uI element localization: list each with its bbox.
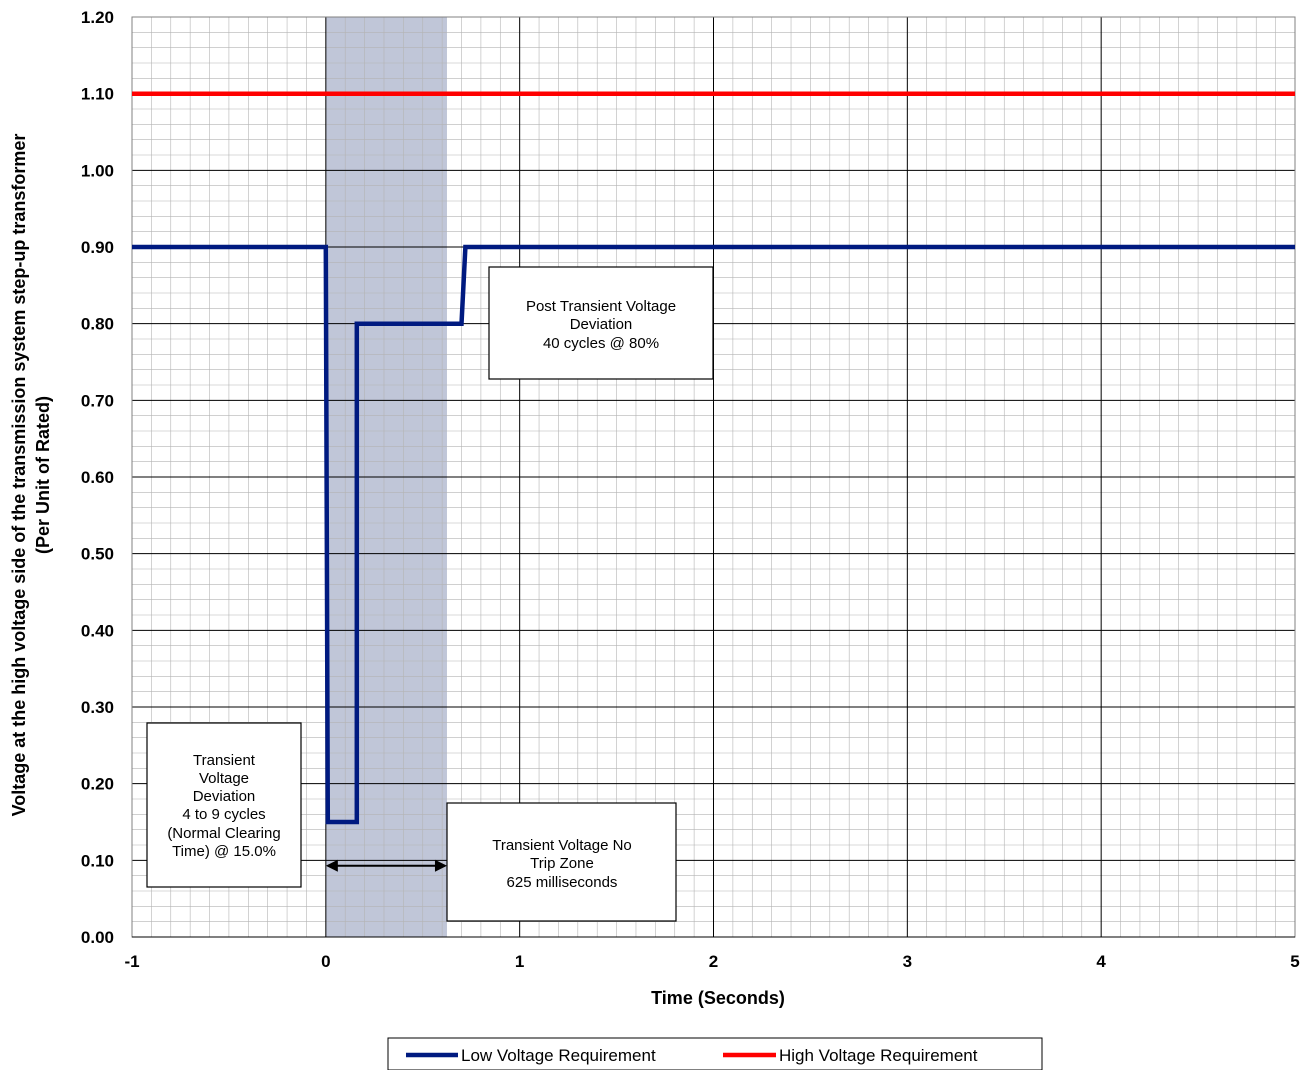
y-tick-label: 1.20 [81, 8, 114, 27]
arrow-head-right [434, 859, 447, 872]
annotation-post-transient-line2: Deviation [570, 316, 633, 333]
y-tick-label: 0.20 [81, 775, 114, 794]
annotation-transient-line2: Voltage [199, 770, 249, 787]
y-tick-label: 0.10 [81, 851, 114, 870]
y-axis-title-line2: (Per Unit of Rated) [33, 396, 53, 554]
legend: Low Voltage Requirement High Voltage Req… [387, 1037, 1043, 1070]
annotation-transient-line6: Time) @ 15.0% [172, 843, 276, 860]
annotation-no-trip-zone: Transient Voltage No Trip Zone 625 milli… [446, 802, 677, 922]
y-tick-label: 0.90 [81, 238, 114, 257]
x-tick-label: 1 [515, 952, 524, 971]
y-tick-label: 1.10 [81, 85, 114, 104]
annotation-post-transient-line3: 40 cycles @ 80% [543, 335, 659, 352]
y-tick-label: 1.00 [81, 161, 114, 180]
annotation-transient-deviation: Transient Voltage Deviation 4 to 9 cycle… [146, 722, 302, 888]
annotation-transient-line4: 4 to 9 cycles [182, 806, 265, 823]
x-tick-label: 3 [903, 952, 912, 971]
y-tick-label: 0.80 [81, 315, 114, 334]
y-tick-label: 0.60 [81, 468, 114, 487]
legend-label-low: Low Voltage Requirement [461, 1046, 656, 1065]
x-tick-label: 0 [321, 952, 330, 971]
x-axis-tick-labels: -1 0 1 2 3 4 5 [124, 952, 1299, 971]
legend-frame [387, 1037, 1043, 1070]
annotation-no-trip-line2: Trip Zone [530, 855, 594, 872]
x-tick-label: 2 [709, 952, 718, 971]
series-layer [132, 91, 1295, 825]
x-tick-label: 4 [1096, 952, 1106, 971]
x-tick-label: 5 [1290, 952, 1299, 971]
annotation-no-trip-line3: 625 milliseconds [507, 874, 618, 891]
annotation-post-transient: Post Transient Voltage Deviation 40 cycl… [488, 266, 714, 380]
no-trip-zone-arrow [325, 859, 447, 872]
arrow-head-left [325, 859, 338, 872]
y-tick-label: 0.50 [81, 545, 114, 564]
y-axis-tick-labels: 0.00 0.10 0.20 0.30 0.40 0.50 0.60 0.70 0.80 0.90… [81, 8, 114, 947]
series-line-low-voltage [132, 244, 1295, 825]
annotation-no-trip-line1: Transient Voltage No [492, 837, 632, 854]
annotation-transient-line3: Deviation [193, 788, 256, 805]
legend-label-high: High Voltage Requirement [779, 1046, 978, 1065]
y-tick-label: 0.40 [81, 621, 114, 640]
annotation-transient-line1: Transient [193, 752, 256, 769]
x-axis-title: Time (Seconds) [651, 988, 785, 1008]
y-axis-title-line1: Voltage at the high voltage side of the … [9, 134, 29, 817]
annotation-post-transient-line1: Post Transient Voltage [526, 298, 676, 315]
y-tick-label: 0.00 [81, 928, 114, 947]
y-tick-label: 0.70 [81, 391, 114, 410]
x-tick-label: -1 [124, 952, 139, 971]
annotation-transient-line5: (Normal Clearing [167, 825, 280, 842]
y-tick-label: 0.30 [81, 698, 114, 717]
